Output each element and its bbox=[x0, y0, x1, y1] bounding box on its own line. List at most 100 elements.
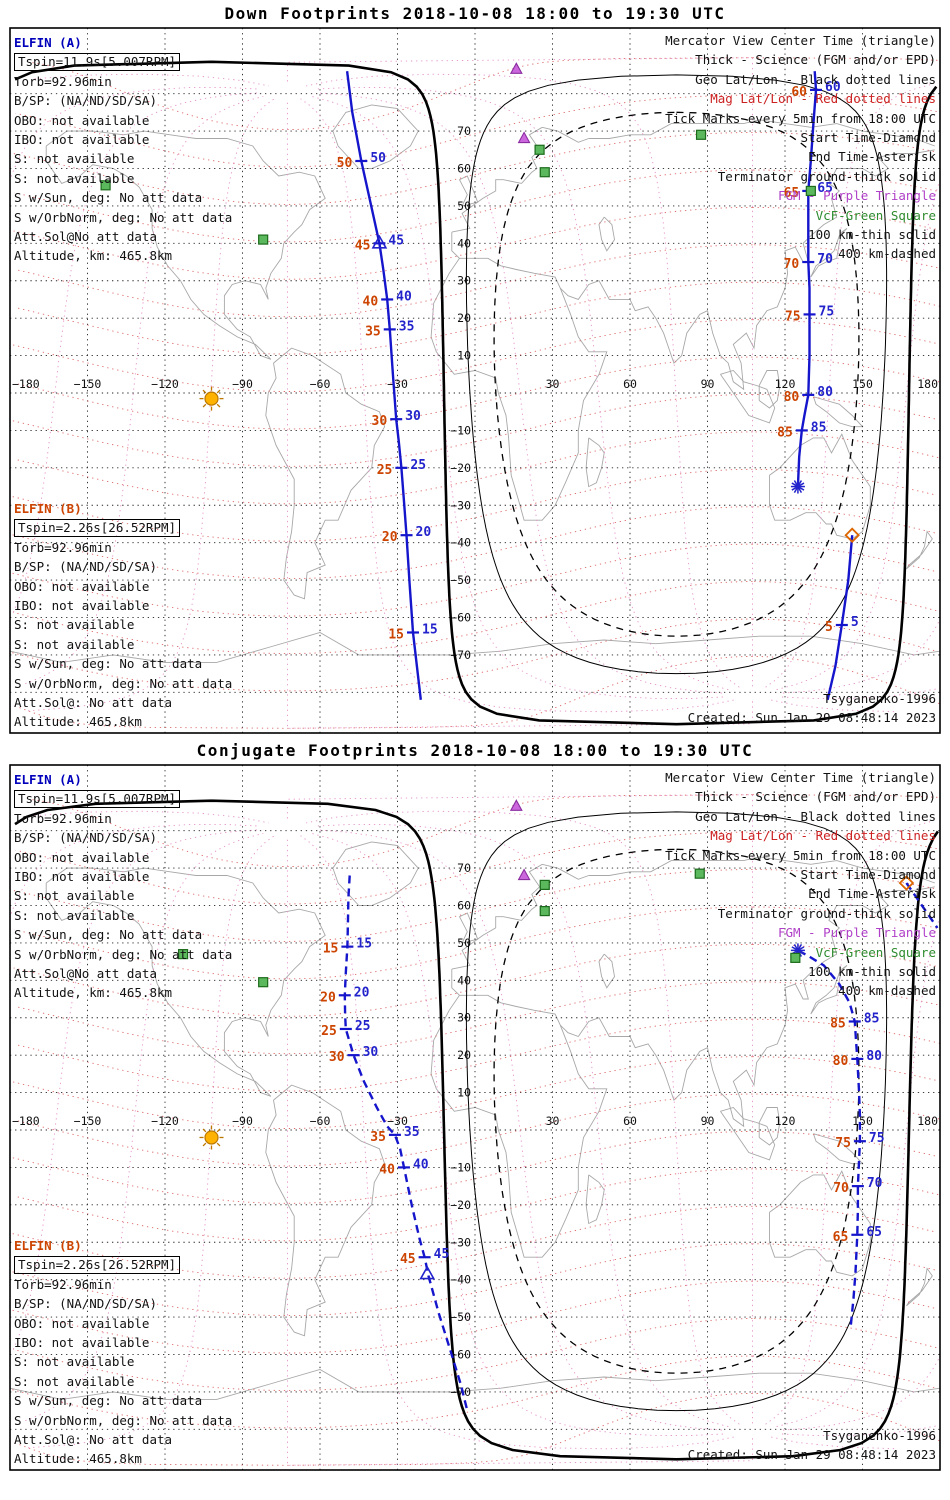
tick-minute-label-b: 40 bbox=[363, 294, 379, 309]
info-line: Altitude: 465.8km bbox=[14, 1451, 142, 1467]
tick-minute-label-a: 40 bbox=[396, 289, 412, 304]
legend-line: Mercator View Center Time (triangle) bbox=[665, 770, 936, 785]
vcf-square bbox=[694, 868, 705, 879]
terminator-ground bbox=[14, 60, 938, 726]
elfin-header: ELFIN (B) bbox=[14, 1238, 82, 1253]
lon-tick-label: 90 bbox=[701, 1114, 715, 1128]
terminator-curves bbox=[14, 60, 938, 726]
tick-minute-label-a: 25 bbox=[355, 1019, 371, 1034]
fgm-triangle bbox=[509, 62, 523, 74]
legend-line: Geo Lat/Lon - Black dotted lines bbox=[695, 808, 936, 824]
tick-minute-label-a: 45 bbox=[434, 1247, 450, 1262]
tick-minute-label-b: 65 bbox=[833, 1230, 849, 1245]
fgm-triangle bbox=[509, 799, 523, 811]
legend-line: Start Time-Diamond bbox=[800, 867, 936, 883]
lon-tick-label: −30 bbox=[387, 1114, 408, 1128]
coastlines bbox=[10, 104, 940, 663]
info-line: Torb=92.96min bbox=[14, 1276, 112, 1292]
tspin-boxed-line: Tspin=2.26s[26.52RPM] bbox=[14, 1255, 232, 1275]
tick-minute-label-b: 25 bbox=[377, 463, 393, 478]
coastlines bbox=[10, 841, 940, 1400]
lat-tick-label: 30 bbox=[457, 1011, 471, 1025]
legend-line: End Time-Asterisk bbox=[808, 886, 936, 902]
vcf-markers bbox=[177, 868, 801, 988]
info-line: B/SP: (NA/ND/SD/SA) bbox=[14, 93, 157, 109]
info-line: S: not available bbox=[14, 1354, 135, 1370]
lat-tick-label: −50 bbox=[450, 573, 471, 587]
lat-tick-label: 50 bbox=[457, 199, 471, 213]
info-line: B/SP: (NA/ND/SD/SA) bbox=[14, 1296, 157, 1312]
panel-2-map: −180 −150 −120 −90 −60 −30 30 60 90 120 150 180 70 60… bbox=[10, 765, 940, 1470]
tick-minute-label-a: 70 bbox=[867, 1176, 883, 1191]
info-line: S: not available bbox=[14, 170, 135, 186]
lat-tick-label: 10 bbox=[457, 1086, 471, 1100]
tick-minute-label-b: 15 bbox=[323, 942, 339, 957]
tick-minute-label-b: 75 bbox=[835, 1136, 851, 1151]
footprint-track bbox=[905, 882, 939, 929]
lon-tick-label: 150 bbox=[852, 1114, 873, 1128]
geo-graticule bbox=[10, 28, 940, 733]
legend-line: Geo Lat/Lon - Black dotted lines bbox=[695, 71, 936, 87]
lon-tick-label: −150 bbox=[74, 1114, 102, 1128]
created-timestamp: Created: Sun Jan 29 08:48:14 2023 bbox=[687, 710, 936, 726]
info-line: Torb=92.96min bbox=[14, 810, 112, 826]
elfin-header: ELFIN (A) bbox=[14, 772, 82, 787]
tick-minute-label-b: 25 bbox=[321, 1024, 337, 1039]
lon-tick-label: 60 bbox=[623, 1114, 637, 1128]
info-line: Att.Sol@No att data bbox=[14, 966, 157, 982]
tick-minute-label-b: 80 bbox=[833, 1054, 849, 1069]
panel1-title: Down Footprints 2018-10-08 18:00 to 19:3… bbox=[224, 4, 726, 23]
vcf-square bbox=[695, 129, 707, 140]
fgm-triangle bbox=[517, 868, 531, 881]
panel2-legend: Mercator View Center Time (triangle) Thic… bbox=[665, 768, 936, 1001]
legend-line: VcF-Green Square bbox=[815, 207, 936, 223]
lon-tick-label: −150 bbox=[74, 377, 102, 391]
legend-line: Mercator View Center Time (triangle) bbox=[665, 33, 936, 48]
lat-tick-label: 20 bbox=[457, 1048, 471, 1062]
lat-tick-label: 30 bbox=[457, 274, 471, 288]
tick-minute-label-a: 80 bbox=[817, 385, 833, 400]
tspin-boxed-line: Tspin=11.9s[5.007RPM] bbox=[14, 789, 232, 809]
lon-tick-label: 60 bbox=[623, 377, 637, 391]
lat-tick-label: −60 bbox=[450, 1348, 471, 1362]
legend-line: Tick Marks every 5min from 18:00 UTC bbox=[665, 110, 936, 126]
tick-minute-label-b: 15 bbox=[388, 627, 404, 642]
info-line: Altitude, km: 465.8km bbox=[14, 985, 173, 1001]
info-line: IBO: not available bbox=[14, 598, 150, 614]
info-line: S: not available bbox=[14, 636, 135, 652]
start-time-diamond bbox=[898, 875, 915, 891]
panel1-elfin-a-info: ELFIN (A) Tspin=11.9s[5.007RPM] Torb=92.96… bbox=[14, 33, 232, 266]
tick-minute-label-b: 65 bbox=[784, 186, 800, 201]
model-label: Tsyganenko-1996 bbox=[823, 1428, 936, 1443]
tick-minute-label-a: 20 bbox=[416, 525, 432, 540]
tick-minute-label-b: 30 bbox=[329, 1050, 345, 1065]
tick-minute-label-b: 50 bbox=[337, 156, 353, 171]
footprint-track bbox=[345, 71, 422, 700]
lon-tick-label: −120 bbox=[151, 1114, 179, 1128]
info-line: B/SP: (NA/ND/SD/SA) bbox=[14, 559, 157, 575]
tick-minute-label-b: 35 bbox=[370, 1130, 386, 1145]
info-line: OBO: not available bbox=[14, 849, 150, 865]
legend-line: Mag Lat/Lon - Red dotted lines bbox=[710, 91, 936, 107]
lat-tick-label: 60 bbox=[457, 161, 471, 175]
sun-symbol bbox=[199, 1125, 224, 1150]
tick-minute-label-b: 30 bbox=[372, 414, 388, 429]
fgm-markers bbox=[509, 62, 531, 144]
lon-tick-label: 180 bbox=[917, 377, 938, 391]
panel2-elfin-b-info: ELFIN (B) Tspin=2.26s[26.52RPM] Torb=92.96… bbox=[14, 1236, 232, 1469]
info-line: S: not available bbox=[14, 151, 135, 167]
vcf-markers bbox=[100, 129, 816, 245]
tick-minute-label-a: 80 bbox=[866, 1049, 882, 1064]
legend-line: Terminator ground-thick solid bbox=[717, 168, 936, 184]
info-line: IBO: not available bbox=[14, 1335, 150, 1351]
info-line: S w/Sun, deg: No att data bbox=[14, 190, 203, 206]
lat-tick-label: 40 bbox=[457, 973, 471, 987]
lat-tick-label: 70 bbox=[457, 861, 471, 875]
lon-tick-label: 90 bbox=[701, 377, 715, 391]
info-line: Att.Sol@: No att data bbox=[14, 695, 173, 711]
elfin-header: ELFIN (B) bbox=[14, 501, 82, 516]
tick-minute-label-a: 45 bbox=[388, 233, 404, 248]
panel2-elfin-a-info: ELFIN (A) Tspin=11.9s[5.007RPM] Torb=92.96… bbox=[14, 770, 232, 1003]
panel1-footer: Tsyganenko-1996 Created: Sun Jan 29 08:48… bbox=[688, 689, 936, 728]
